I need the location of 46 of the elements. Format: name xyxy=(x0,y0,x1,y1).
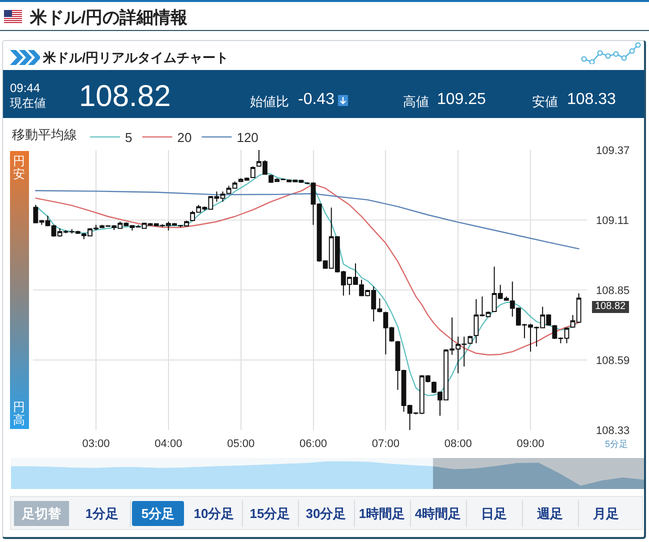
timeframe-button[interactable]: 30分足 xyxy=(298,501,354,526)
text: -0.43 xyxy=(298,91,334,108)
timeframe-button[interactable]: 週足 xyxy=(522,501,578,526)
x-tick-label: 09:00 xyxy=(516,438,544,450)
text: 108.82 xyxy=(592,301,629,313)
text: 現在値 xyxy=(10,96,46,110)
timeframe-button[interactable]: 15分足 xyxy=(242,501,298,526)
switch-label: 足切替 xyxy=(14,501,69,526)
text: 始値比 xyxy=(250,94,289,109)
text: 108.33 xyxy=(567,91,616,108)
x-tick-label: 04:00 xyxy=(154,438,182,450)
text: 108.82 xyxy=(79,80,171,113)
legend-label: 20 xyxy=(177,130,192,146)
line-series xyxy=(35,184,580,356)
y-tick-label: 108.33 xyxy=(596,424,630,437)
line-series xyxy=(35,190,580,250)
timeframe-button[interactable]: 4時間足 xyxy=(410,501,466,526)
legend-label: 5 xyxy=(125,130,132,146)
text: 円安 xyxy=(13,154,25,181)
legend-label: 120 xyxy=(236,130,258,146)
text: 高値 xyxy=(403,94,429,109)
timeframe-button[interactable]: 1時間足 xyxy=(354,501,410,526)
candlestick xyxy=(250,166,256,178)
timeframe-button[interactable]: 1分足 xyxy=(74,501,130,526)
text: 円高 xyxy=(13,400,25,427)
chart-title: 米ドル/円の詳細情報 xyxy=(30,8,188,27)
text: 09:44 xyxy=(10,81,40,95)
y-tick-label: 108.59 xyxy=(596,354,630,367)
line-series xyxy=(35,172,580,396)
y-tick-label: 108.85 xyxy=(596,284,630,297)
text: 109.25 xyxy=(437,91,486,108)
y-tick-label: 109.37 xyxy=(596,144,630,157)
timeframe-button[interactable]: 10分足 xyxy=(186,501,242,526)
timeframe-button[interactable]: 日足 xyxy=(466,501,522,526)
x-tick-label: 07:00 xyxy=(372,438,400,450)
legend-title: 移動平均線 xyxy=(12,126,78,142)
chart-subtitle: 米ドル/円リアルタイムチャート xyxy=(43,50,229,65)
x-tick-label: 06:00 xyxy=(299,438,328,450)
x-tick-label: 05:00 xyxy=(227,438,255,450)
text: 安値 xyxy=(532,94,558,109)
timeframe-button[interactable]: 月足 xyxy=(578,501,634,526)
text: 5分足 xyxy=(605,439,628,449)
x-tick-label: 03:00 xyxy=(82,438,110,450)
x-tick-label: 08:00 xyxy=(444,438,472,450)
y-tick-label: 109.11 xyxy=(596,214,629,227)
timeframe-button[interactable]: 5分足 xyxy=(132,501,184,526)
